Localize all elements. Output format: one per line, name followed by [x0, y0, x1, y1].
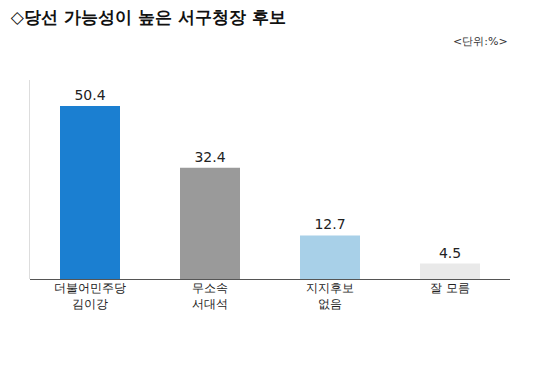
svg-text:무소속서대석: 무소속서대석: [192, 281, 228, 311]
svg-text:12.7: 12.7: [314, 216, 345, 232]
svg-text:◇당선 가능성이 높은 서구청장 후보: ◇당선 가능성이 높은 서구청장 후보: [11, 7, 286, 27]
svg-text:50.4: 50.4: [74, 87, 105, 103]
svg-text:<단위:%>: <단위:%>: [453, 35, 508, 48]
svg-text:잘 모름: 잘 모름: [430, 281, 470, 295]
svg-text:더불어민주당김이강: 더불어민주당김이강: [54, 281, 126, 311]
svg-text:4.5: 4.5: [439, 245, 461, 261]
svg-text:지지후보없음: 지지후보없음: [306, 281, 354, 311]
svg-text:32.4: 32.4: [194, 149, 225, 165]
